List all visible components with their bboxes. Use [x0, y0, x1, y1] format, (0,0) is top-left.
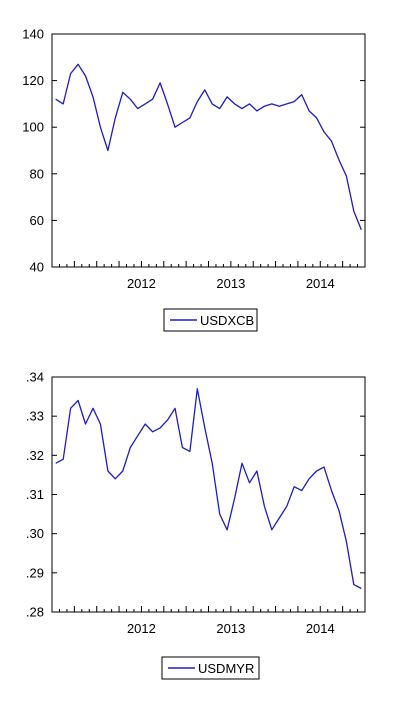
axis-ticks-usdmyr [52, 376, 365, 613]
plot-frame-usdxcb [51, 33, 366, 268]
y-tick-label: .33 [26, 409, 44, 424]
y-tick-label: .34 [26, 370, 44, 385]
y-tick-label: .31 [26, 487, 44, 502]
legend-box-usdmyr [161, 656, 260, 680]
y-tick-label: .30 [26, 526, 44, 541]
y-tick-label: .29 [26, 565, 44, 580]
y-tick-label: 140 [22, 27, 44, 42]
y-tick-label: 100 [22, 120, 44, 135]
axis-labels-usdxcb: 2012 2013 2014 40 60 80 100 120 140 [22, 27, 334, 292]
plot-frame-usdmyr [51, 376, 366, 613]
x-tick-label: 2014 [306, 621, 335, 636]
series-line-usdmyr [55, 388, 362, 590]
series-line-usdxcb [55, 63, 362, 230]
y-tick-label: .28 [26, 605, 44, 620]
x-tick-label: 2012 [127, 276, 156, 291]
y-tick-label: 80 [30, 166, 44, 181]
y-tick-label: 60 [30, 213, 44, 228]
y-tick-label: 40 [30, 260, 44, 275]
chart-usdxcb: 2012 2013 2014 40 60 80 100 120 140 USDXCB [22, 27, 366, 332]
axis-labels-usdmyr: 2012 2013 2014 .28 .29 .30 .31 .32 .33 .34 [26, 370, 335, 637]
x-tick-label: 2012 [127, 621, 156, 636]
legend-box-usdxcb [163, 308, 258, 332]
axis-ticks-usdxcb [52, 33, 365, 268]
legend-label-usdxcb: USDXCB [200, 313, 254, 328]
legend-label-usdmyr: USDMYR [198, 661, 254, 676]
chart-usdmyr: 2012 2013 2014 .28 .29 .30 .31 .32 .33 .34 USDMYR [26, 370, 366, 680]
x-tick-label: 2013 [216, 276, 245, 291]
x-tick-label: 2013 [216, 621, 245, 636]
x-tick-label: 2014 [306, 276, 335, 291]
y-tick-label: .32 [26, 448, 44, 463]
y-tick-label: 120 [22, 73, 44, 88]
legend-usdxcb: USDXCB [163, 308, 258, 332]
legend-usdmyr: USDMYR [161, 656, 260, 680]
